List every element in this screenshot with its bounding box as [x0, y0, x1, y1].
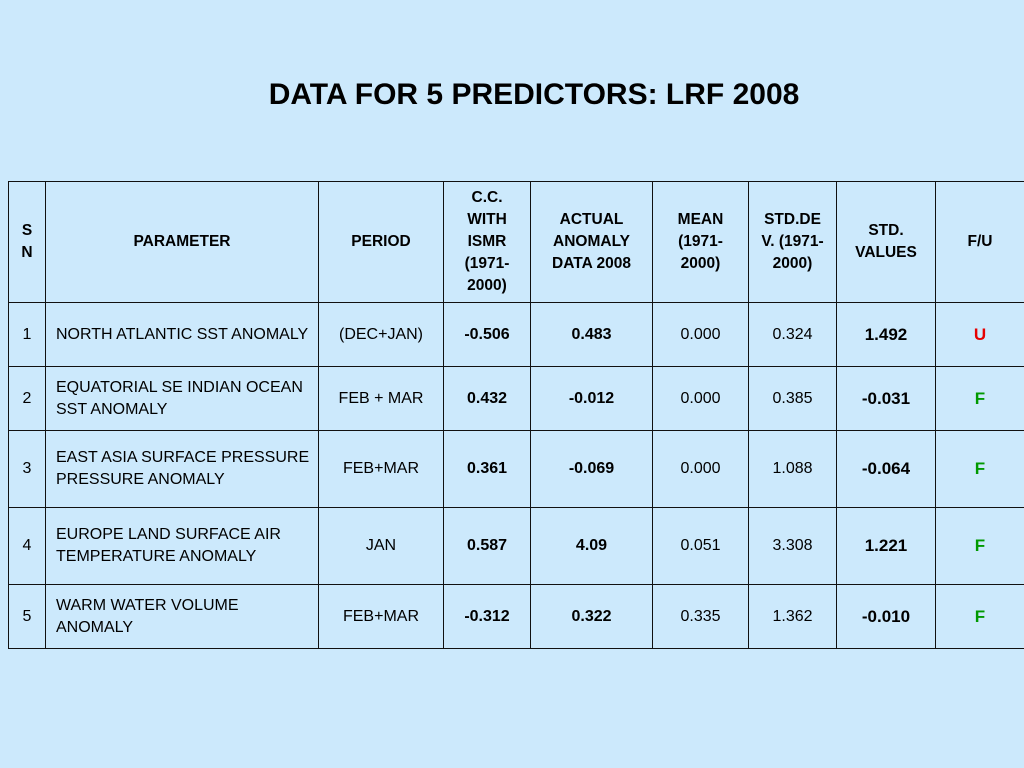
page-title: DATA FOR 5 PREDICTORS: LRF 2008	[268, 78, 800, 111]
mean-cell: 0.000	[652, 366, 749, 431]
std-value-cell: -0.010	[836, 584, 936, 649]
std-value-cell: -0.031	[836, 366, 936, 431]
header-row: S N PARAMETER PERIOD C.C. WITH ISMR (197…	[8, 181, 1024, 303]
cc-cell: -0.506	[443, 302, 531, 367]
fu-cell: F	[935, 430, 1024, 508]
actual-anomaly-cell: 0.322	[530, 584, 653, 649]
parameter-cell: EUROPE LAND SURFACE AIR TEMPERATURE ANOM…	[45, 507, 319, 585]
fu-cell: F	[935, 366, 1024, 431]
table-row: 5 WARM WATER VOLUME ANOMALY FEB+MAR -0.312 0…	[8, 584, 1024, 649]
period-cell: FEB+MAR	[318, 584, 444, 649]
stddev-cell: 3.308	[748, 507, 837, 585]
header-sn: S N	[8, 181, 46, 303]
actual-anomaly-cell: -0.069	[530, 430, 653, 508]
stddev-cell: 1.362	[748, 584, 837, 649]
stddev-cell: 0.324	[748, 302, 837, 367]
table-row: 2 EQUATORIAL SE INDIAN OCEAN SST ANOMALY F…	[8, 366, 1024, 431]
stddev-cell: 0.385	[748, 366, 837, 431]
header-actual: ACTUAL ANOMALY DATA 2008	[530, 181, 653, 303]
table-row: 3 EAST ASIA SURFACE PRESSURE PRESSURE ANO…	[8, 430, 1024, 508]
std-value-cell: 1.221	[836, 507, 936, 585]
header-stdvalues: STD. VALUES	[836, 181, 936, 303]
sn-cell: 3	[8, 430, 46, 508]
sn-cell: 4	[8, 507, 46, 585]
header-fu: F/U	[935, 181, 1024, 303]
parameter-cell: EAST ASIA SURFACE PRESSURE PRESSURE ANOM…	[45, 430, 319, 508]
parameter-cell: WARM WATER VOLUME ANOMALY	[45, 584, 319, 649]
std-value-cell: 1.492	[836, 302, 936, 367]
predictors-table: S N PARAMETER PERIOD C.C. WITH ISMR (197…	[8, 181, 1024, 649]
header-mean: MEAN (1971-2000)	[652, 181, 749, 303]
actual-anomaly-cell: -0.012	[530, 366, 653, 431]
parameter-cell: NORTH ATLANTIC SST ANOMALY	[45, 302, 319, 367]
parameter-cell: EQUATORIAL SE INDIAN OCEAN SST ANOMALY	[45, 366, 319, 431]
header-stddev: STD.DEV. (1971-2000)	[748, 181, 837, 303]
period-cell: (DEC+JAN)	[318, 302, 444, 367]
sn-cell: 1	[8, 302, 46, 367]
header-period: PERIOD	[318, 181, 444, 303]
fu-cell: U	[935, 302, 1024, 367]
cc-cell: 0.432	[443, 366, 531, 431]
mean-cell: 0.000	[652, 302, 749, 367]
actual-anomaly-cell: 4.09	[530, 507, 653, 585]
header-parameter: PARAMETER	[45, 181, 319, 303]
period-cell: JAN	[318, 507, 444, 585]
sn-cell: 5	[8, 584, 46, 649]
mean-cell: 0.051	[652, 507, 749, 585]
period-cell: FEB+MAR	[318, 430, 444, 508]
actual-anomaly-cell: 0.483	[530, 302, 653, 367]
cc-cell: 0.587	[443, 507, 531, 585]
table-row: 4 EUROPE LAND SURFACE AIR TEMPERATURE ANO…	[8, 507, 1024, 585]
period-cell: FEB + MAR	[318, 366, 444, 431]
cc-cell: 0.361	[443, 430, 531, 508]
std-value-cell: -0.064	[836, 430, 936, 508]
sn-cell: 2	[8, 366, 46, 431]
fu-cell: F	[935, 507, 1024, 585]
table-row: 1 NORTH ATLANTIC SST ANOMALY (DEC+JAN) -0.5…	[8, 302, 1024, 367]
cc-cell: -0.312	[443, 584, 531, 649]
stddev-cell: 1.088	[748, 430, 837, 508]
header-cc: C.C. WITH ISMR (1971-2000)	[443, 181, 531, 303]
mean-cell: 0.000	[652, 430, 749, 508]
mean-cell: 0.335	[652, 584, 749, 649]
fu-cell: F	[935, 584, 1024, 649]
